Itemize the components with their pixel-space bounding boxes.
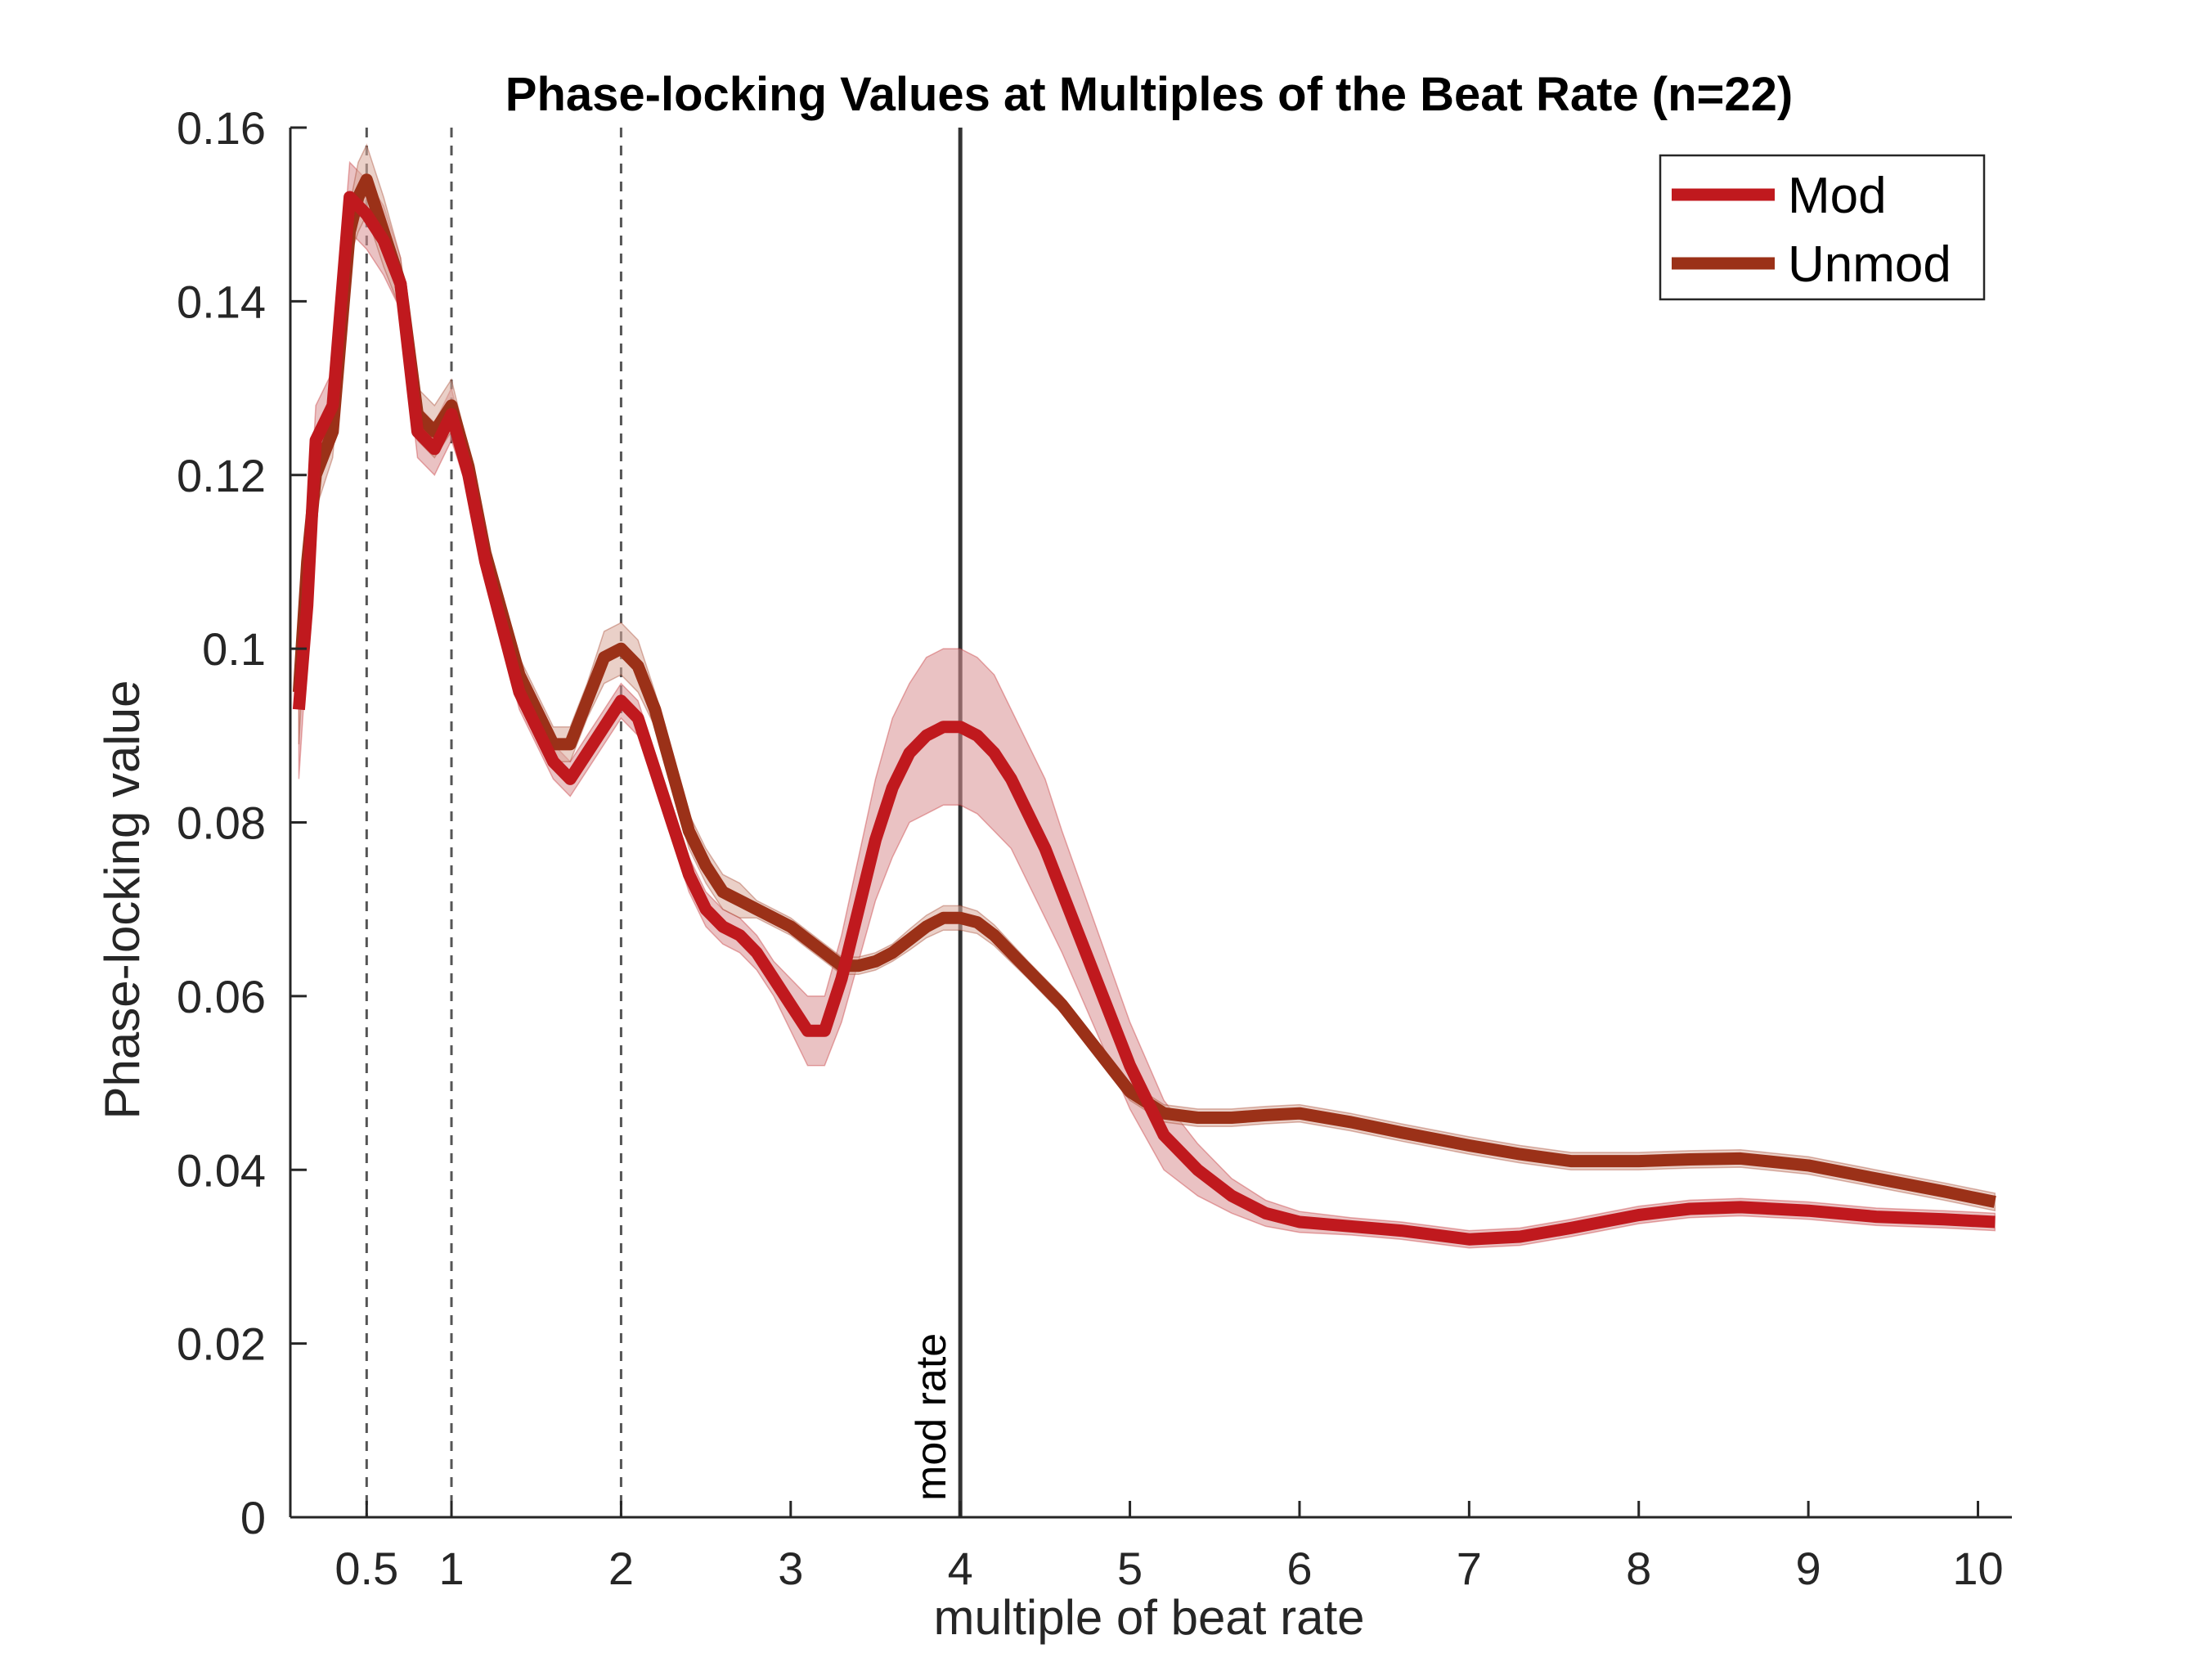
legend: Mod Unmod bbox=[1659, 154, 1986, 301]
x-tick-label: 3 bbox=[778, 1543, 803, 1594]
x-tick-label: 0.5 bbox=[334, 1543, 398, 1594]
x-tick-label: 9 bbox=[1796, 1543, 1821, 1594]
x-tick-label: 6 bbox=[1286, 1543, 1312, 1594]
x-axis-label: multiple of beat rate bbox=[934, 1590, 1365, 1645]
x-tick-label: 2 bbox=[608, 1543, 634, 1594]
y-tick-label: 0.08 bbox=[177, 797, 266, 849]
y-tick-label: 0.04 bbox=[177, 1144, 266, 1196]
y-tick-label: 0.02 bbox=[177, 1318, 266, 1370]
y-tick-label: 0.1 bbox=[202, 623, 266, 675]
x-tick-label: 5 bbox=[1117, 1543, 1143, 1594]
legend-label-mod: Mod bbox=[1788, 168, 1887, 224]
axes: 0 0.02 0.04 0.06 0.08 0.1 0.12 0.14 0.16 0.5 1 2 3 4 5… bbox=[177, 102, 2012, 1594]
y-tick-label: 0.16 bbox=[177, 102, 266, 154]
x-tick-label: 8 bbox=[1626, 1543, 1651, 1594]
legend-label-unmod: Unmod bbox=[1788, 236, 1951, 293]
mod-rate-label: mod rate bbox=[908, 1333, 955, 1501]
x-tick-label: 1 bbox=[438, 1543, 464, 1594]
y-tick-label: 0.14 bbox=[177, 276, 266, 327]
plot-area: mod rate bbox=[292, 128, 1996, 1517]
x-tick-label: 10 bbox=[1952, 1543, 2003, 1594]
y-axis-label: Phase-locking value bbox=[95, 681, 150, 1120]
chart-title: Phase-locking Values at Multiples of the… bbox=[505, 68, 1793, 121]
legend-box bbox=[1659, 154, 1986, 301]
series-mod-line bbox=[292, 191, 1996, 1246]
y-tick-label: 0.06 bbox=[177, 971, 266, 1022]
y-tick-label: 0.12 bbox=[177, 450, 266, 501]
x-tick-label: 4 bbox=[948, 1543, 973, 1594]
x-tick-label: 7 bbox=[1457, 1543, 1482, 1594]
y-tick-label: 0 bbox=[240, 1492, 266, 1543]
